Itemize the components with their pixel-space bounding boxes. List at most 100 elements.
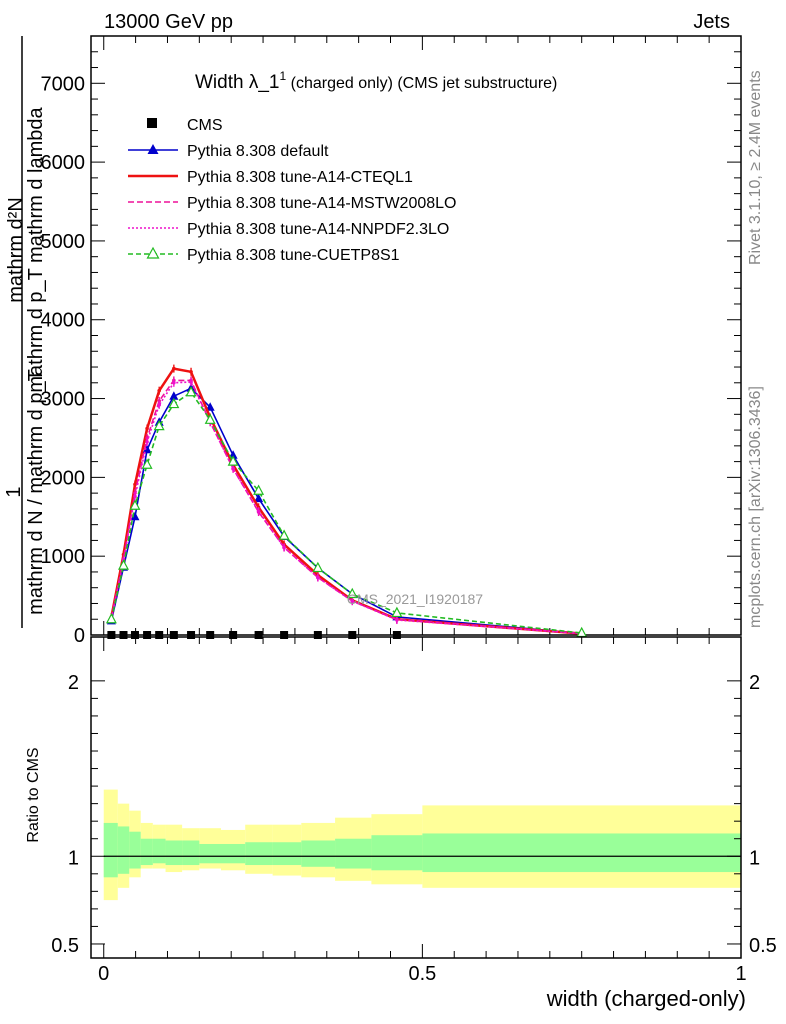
- title-main: Width λ_1: [195, 72, 279, 93]
- legend-label: Pythia 8.308 tune-A14-CTEQL1: [187, 169, 413, 186]
- point-default: [130, 511, 140, 521]
- x-tick-label: 0: [98, 963, 109, 985]
- cms-point: [143, 631, 152, 639]
- ylabel-num: mathrm d²N: [5, 197, 27, 303]
- plot-title: Width λ_11 (charged only) (CMS jet subst…: [195, 69, 557, 93]
- ratio-y-tick-label-right: 0.5: [749, 935, 777, 957]
- point-dot-nnpdf: [350, 599, 355, 603]
- y-tick-label: 5000: [41, 231, 86, 253]
- point-dot-cteql1: [157, 388, 161, 393]
- point-cuetp8s1: [312, 561, 324, 573]
- ratio-y-tick-label: 1: [68, 847, 79, 869]
- header-left: 13000 GeV pp: [104, 11, 233, 33]
- point-default: [169, 391, 179, 400]
- ratio-ylabel: Ratio to CMS: [25, 747, 42, 842]
- inner-band-bin: [422, 833, 741, 873]
- title-rest: (charged only) (CMS jet substructure): [286, 75, 557, 92]
- point-dot-nnpdf: [189, 380, 193, 384]
- cms-point: [254, 631, 263, 639]
- ratio-y-tick-label: 0.5: [51, 935, 79, 957]
- y-tick-label: 3000: [41, 389, 86, 411]
- point-cuetp8s1: [129, 499, 141, 510]
- inner-band-bin: [245, 842, 273, 866]
- point-dot-nnpdf: [231, 466, 235, 471]
- legend-marker-cuetp8s1: [146, 246, 160, 259]
- point-default: [142, 444, 152, 454]
- y-tick-label: 4000: [41, 310, 86, 332]
- point-cuetp8s1: [118, 559, 129, 570]
- inner-band-bin: [152, 838, 166, 864]
- y-tick-label: 0: [74, 625, 85, 647]
- ylabel-one: 1: [3, 486, 25, 497]
- legend-label: Pythia 8.308 tune-A14-NNPDF2.3LO: [187, 221, 449, 238]
- cms-point: [107, 631, 116, 639]
- x-axis-label: width (charged-only): [546, 986, 746, 1011]
- cms-point: [155, 631, 164, 639]
- legend-label: CMS: [187, 117, 223, 134]
- inner-band-bin: [165, 840, 183, 866]
- inner-band-bin: [221, 843, 246, 864]
- legend: CMS Pythia 8.308 default Pythia 8.308 tune…: [128, 117, 456, 264]
- point-cuetp8s1: [253, 484, 265, 495]
- mcplots-label: mcplots.cern.ch [arXiv:1306.3436]: [747, 386, 764, 628]
- legend-label: Pythia 8.308 default: [187, 143, 329, 160]
- point-cuetp8s1: [141, 458, 153, 469]
- cms-point: [119, 631, 128, 639]
- point-default: [205, 402, 215, 411]
- point-cuetp8s1: [168, 397, 180, 409]
- point-default: [254, 493, 264, 503]
- inner-band-bin: [371, 835, 423, 871]
- inner-band-bin: [199, 843, 221, 864]
- cms-point: [169, 631, 178, 639]
- inner-band-bin: [129, 831, 141, 869]
- legend-label: Pythia 8.308 tune-CUETP8S1: [187, 247, 400, 264]
- inner-band-bin: [272, 842, 302, 866]
- point-cuetp8s1: [204, 413, 216, 424]
- inner-band-bin: [103, 822, 118, 878]
- point-dot-nnpdf: [282, 545, 286, 550]
- point-dot-cteql1: [189, 369, 193, 374]
- y-tick-label: 1000: [41, 546, 86, 568]
- point-cuetp8s1: [185, 385, 197, 397]
- point-dot-cteql1: [172, 366, 176, 371]
- cms-point: [130, 631, 139, 639]
- point-cuetp8s1: [153, 419, 165, 431]
- legend-marker-cms: [147, 118, 157, 128]
- x-tick-label: 1: [735, 963, 746, 985]
- point-dot-cteql1: [145, 426, 149, 431]
- legend-marker-default: [147, 144, 159, 154]
- title-sup: 1: [279, 69, 286, 83]
- inner-band-bin: [182, 840, 200, 866]
- main-ylabel: mathrm d²N mathrm d p_T mathrm d lambda …: [3, 36, 47, 628]
- inner-band-bin: [140, 838, 153, 866]
- x-tick-label: 0.5: [408, 963, 436, 985]
- ratio-frame: [90, 636, 742, 959]
- cms-point: [392, 631, 401, 639]
- svg-text:Width λ_11 (charged only) (CMS: Width λ_11 (charged only) (CMS jet subst…: [195, 69, 557, 93]
- legend-label: Pythia 8.308 tune-A14-MSTW2008LO: [187, 195, 456, 212]
- point-dot-cteql1: [133, 482, 137, 487]
- y-tick-label: 7000: [41, 73, 86, 95]
- point-cuetp8s1: [227, 455, 239, 466]
- point-dot-nnpdf: [145, 440, 149, 444]
- main-panel: 0 1000 2000 3000 4000 5000 6000 7000: [41, 35, 742, 647]
- point-dot-nnpdf: [157, 403, 161, 407]
- header-right: Jets: [693, 11, 730, 33]
- inner-band-bin: [301, 840, 336, 867]
- cms-point: [313, 631, 322, 639]
- ratio-y-tick-label-right: 1: [749, 847, 760, 869]
- point-dot-nnpdf: [316, 575, 320, 580]
- ylabel-den: mathrm d p_T mathrm d lambda: [25, 106, 47, 392]
- point-cuetp8s1: [278, 529, 290, 540]
- point-dot-nnpdf: [133, 494, 137, 499]
- point-cuetp8s1: [105, 612, 117, 624]
- ratio-y-tick-label: 2: [68, 672, 79, 694]
- cms-point: [348, 631, 357, 639]
- cms-point: [187, 631, 196, 639]
- inner-band-bin: [117, 826, 130, 874]
- cms-point: [229, 631, 238, 639]
- y-tick-label: 2000: [41, 467, 86, 489]
- ratio-y-tick-label-right: 2: [749, 672, 760, 694]
- cms-point: [280, 631, 289, 639]
